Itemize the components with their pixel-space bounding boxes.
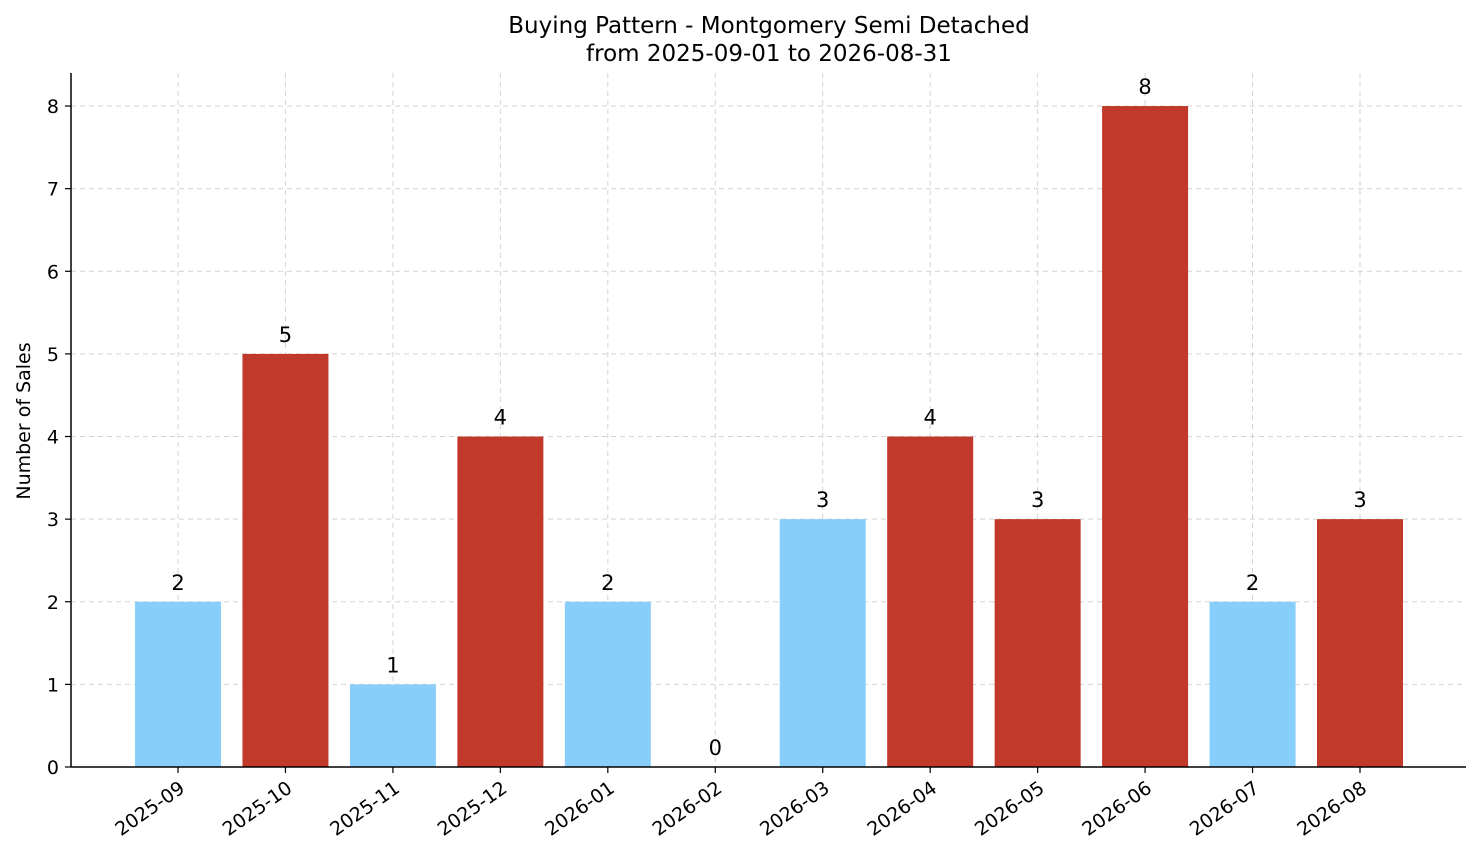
x-tick-label-2026-01: 2026-01 [541, 777, 619, 841]
bar-2025-12 [457, 436, 544, 767]
y-tick-label: 1 [47, 674, 59, 696]
data-label-2025-11: 1 [386, 653, 399, 677]
x-tick-label-2026-04: 2026-04 [863, 777, 941, 841]
data-label-2026-05: 3 [1031, 488, 1044, 512]
bar-2026-08 [1317, 519, 1403, 767]
x-tick-label-2026-07: 2026-07 [1186, 777, 1264, 841]
y-tick-label: 4 [47, 427, 59, 449]
data-label-2025-12: 4 [494, 406, 507, 430]
chart-title: Buying Pattern - Montgomery Semi Detache… [508, 13, 1029, 39]
y-tick-label: 3 [47, 509, 59, 531]
y-tick-label: 0 [47, 757, 59, 779]
data-label-2026-07: 2 [1246, 571, 1259, 595]
y-tick-label: 7 [47, 179, 59, 201]
bars-layer [135, 106, 1403, 768]
data-label-2026-02: 0 [709, 736, 722, 760]
y-axis-label: Number of Sales [13, 342, 35, 499]
data-label-2026-04: 4 [923, 406, 936, 430]
y-tick-label: 5 [47, 344, 59, 366]
x-tick-label-2026-06: 2026-06 [1078, 777, 1156, 841]
x-tick-label-2025-10: 2025-10 [219, 777, 297, 841]
x-tick-label-2025-12: 2025-12 [434, 777, 512, 841]
data-label-2025-10: 5 [279, 323, 292, 347]
x-tick-label-2026-02: 2026-02 [648, 777, 726, 841]
bar-2025-11 [349, 684, 436, 767]
x-tick-label-2025-09: 2025-09 [111, 777, 189, 841]
y-tick-label: 6 [47, 261, 59, 283]
data-label-2026-06: 8 [1138, 75, 1151, 99]
bar-2025-09 [135, 601, 221, 767]
bar-2025-10 [242, 353, 329, 767]
data-label-2025-09: 2 [171, 571, 184, 595]
bar-2026-01 [564, 601, 651, 767]
x-tick-label-2025-11: 2025-11 [326, 777, 404, 841]
bar-2026-03 [779, 519, 866, 767]
y-tick-label: 8 [47, 96, 59, 118]
data-labels-layer: 2 5 1 4 2 0 3 4 3 8 2 3 [171, 75, 1366, 760]
x-tick-label-2026-05: 2026-05 [971, 777, 1049, 841]
x-tick-label-2026-03: 2026-03 [756, 777, 834, 841]
data-label-2026-03: 3 [816, 488, 829, 512]
bar-2026-05 [994, 519, 1081, 767]
bar-2026-04 [887, 436, 974, 767]
y-tick-label: 2 [47, 592, 59, 614]
bar-2026-06 [1102, 106, 1189, 768]
x-tick-label-2026-08: 2026-08 [1293, 777, 1371, 841]
bar-2026-07 [1209, 601, 1296, 767]
data-label-2026-01: 2 [601, 571, 614, 595]
chart-subtitle: from 2025-09-01 to 2026-08-31 [586, 41, 952, 67]
data-label-2026-08: 3 [1353, 488, 1366, 512]
